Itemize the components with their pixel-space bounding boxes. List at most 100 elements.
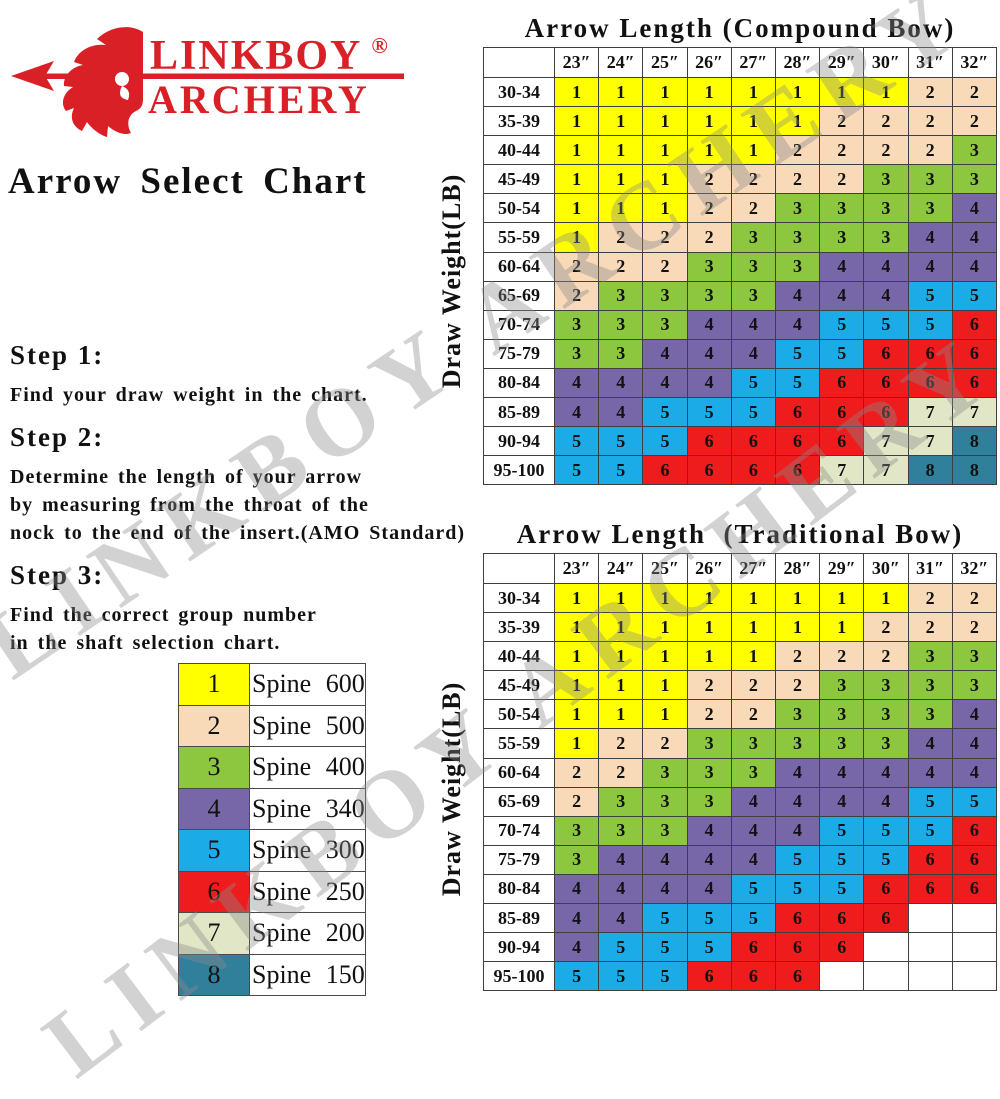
spine-group-cell: 1 [642,164,688,195]
spine-group-cell: 4 [642,844,688,875]
spine-group-cell: 3 [598,309,644,340]
spine-group-cell: 3 [642,757,688,788]
legend-row: 7 Spine 200 [178,912,366,955]
spine-group-cell: 1 [553,135,600,166]
spine-group-cell: 2 [553,757,600,788]
spine-group-cell: 1 [730,641,776,672]
spine-group-cell: 5 [642,426,688,457]
draw-weight-row-label: 75-79 [483,844,555,875]
spine-group-cell: 3 [553,815,600,846]
spine-group-cell: 2 [686,193,732,224]
draw-weight-row-label: 30-34 [483,76,555,108]
spine-group-cell: 5 [819,309,865,340]
legend-color-swatch: 4 [178,787,250,830]
spine-group-cell: 7 [819,455,865,486]
draw-weight-row-label: 80-84 [483,367,555,399]
spine-group-cell: 1 [553,612,600,643]
spine-group-cell: 1 [642,612,688,643]
spine-group-cell: 1 [642,582,688,614]
spine-group-cell: 2 [907,76,953,108]
arrow-length-col-header: 31″ [907,553,953,584]
spine-group-cell: 5 [598,455,644,486]
spine-group-cell: 6 [774,426,821,457]
draw-weight-row-label: 65-69 [483,280,555,311]
spine-group-cell: 5 [642,397,688,428]
spine-group-cell: 4 [686,309,732,340]
legend-row: 3 Spine 400 [178,746,366,789]
spine-group-cell: 1 [819,612,865,643]
arrow-length-col-header: 30″ [863,553,909,584]
spine-group-cell: 6 [951,338,998,369]
step-heading: Step 1: [10,340,105,370]
spine-group-cell: 8 [907,455,953,486]
grid-row: 35-39 1 1 1 1 1 1 1 2 2 2 [483,612,998,643]
spine-group-cell: 8 [951,426,998,457]
draw-weight-row-label: 35-39 [483,612,555,643]
spine-group-cell: 6 [951,844,998,875]
step-line: Determine the length of your arrow [10,466,363,488]
spine-group-cell: 1 [598,641,644,672]
spine-group-cell: 2 [951,612,998,643]
spine-group-cell: 5 [598,426,644,457]
grid-row: 50-54 1 1 1 2 2 3 3 3 3 4 [483,699,998,730]
traditional-chart-title: Arrow Length (Traditional Bow) [516,519,964,549]
spine-group-cell: 2 [598,251,644,282]
spine-group-cell: 4 [819,757,865,788]
draw-weight-row-label: 70-74 [483,309,555,340]
spine-group-cell: 2 [951,76,998,108]
spine-group-cell: 2 [907,582,953,614]
instructions: Step 1: Find your draw weight in the cha… [10,340,488,670]
spine-group-cell: 1 [553,193,600,224]
grid-row: 75-79 3 3 4 4 4 5 5 6 6 6 [483,338,998,369]
compound-chart-title: Arrow Length (Compound Bow) [524,13,956,43]
spine-group-cell: 5 [686,932,732,963]
legend-color-swatch: 7 [178,912,250,955]
step-heading: Step 3: [10,560,105,590]
spine-group-cell: 4 [951,757,998,788]
spine-group-cell: 5 [642,903,688,934]
spine-group-cell [907,932,953,963]
arrow-length-col-header: 31″ [907,47,953,78]
spine-group-cell: 5 [598,932,644,963]
legend-color-swatch: 3 [178,746,250,789]
grid-row: 85-89 4 4 5 5 5 6 6 6 7 7 [483,397,998,428]
spine-group-cell: 3 [951,164,998,195]
spine-group-cell: 6 [686,426,732,457]
grid-row: 65-69 2 3 3 3 3 4 4 4 5 5 [483,280,998,311]
spine-group-cell: 2 [598,757,644,788]
arrow-length-col-header: 24″ [598,47,644,78]
grid-row: 60-64 2 2 2 3 3 3 4 4 4 4 [483,251,998,282]
spine-group-cell: 6 [774,932,821,963]
legend-row: 4 Spine 340 [178,787,366,830]
spine-group-cell: 5 [774,844,821,875]
brand-name-bottom: ARCHERY [148,77,370,122]
legend-table: 1 Spine 600 2 Spine 500 3 Spine 400 4 Spine 340… [178,663,366,996]
corner-cell [483,553,555,584]
spine-group-cell: 7 [951,397,998,428]
spine-group-cell: 5 [863,815,909,846]
grid-row: 30-34 1 1 1 1 1 1 1 1 2 2 [483,582,998,614]
spine-group-cell: 1 [863,76,909,108]
spine-group-cell: 4 [686,338,732,369]
spine-group-cell: 2 [686,222,732,253]
spine-group-cell: 3 [951,641,998,672]
spine-group-cell: 4 [819,251,865,282]
spine-group-cell: 2 [774,641,821,672]
spine-group-cell: 2 [598,728,644,759]
spine-group-cell: 1 [774,106,821,137]
draw-weight-row-label: 40-44 [483,135,555,166]
spine-group-cell: 3 [642,309,688,340]
spine-group-cell: 5 [819,873,865,905]
arrow-length-col-header: 27″ [730,47,776,78]
spine-group-cell: 4 [642,367,688,399]
spine-group-cell: 1 [598,699,644,730]
spine-group-cell: 4 [863,786,909,817]
grid-row: 45-49 1 1 1 2 2 2 3 3 3 3 [483,670,998,701]
spine-group-cell: 3 [863,164,909,195]
draw-weight-row-label: 80-84 [483,873,555,905]
spine-group-cell: 1 [598,76,644,108]
spine-group-cell: 5 [686,397,732,428]
spine-group-cell: 2 [730,193,776,224]
arrow-length-col-header: 24″ [598,553,644,584]
spine-group-cell: 4 [951,699,998,730]
